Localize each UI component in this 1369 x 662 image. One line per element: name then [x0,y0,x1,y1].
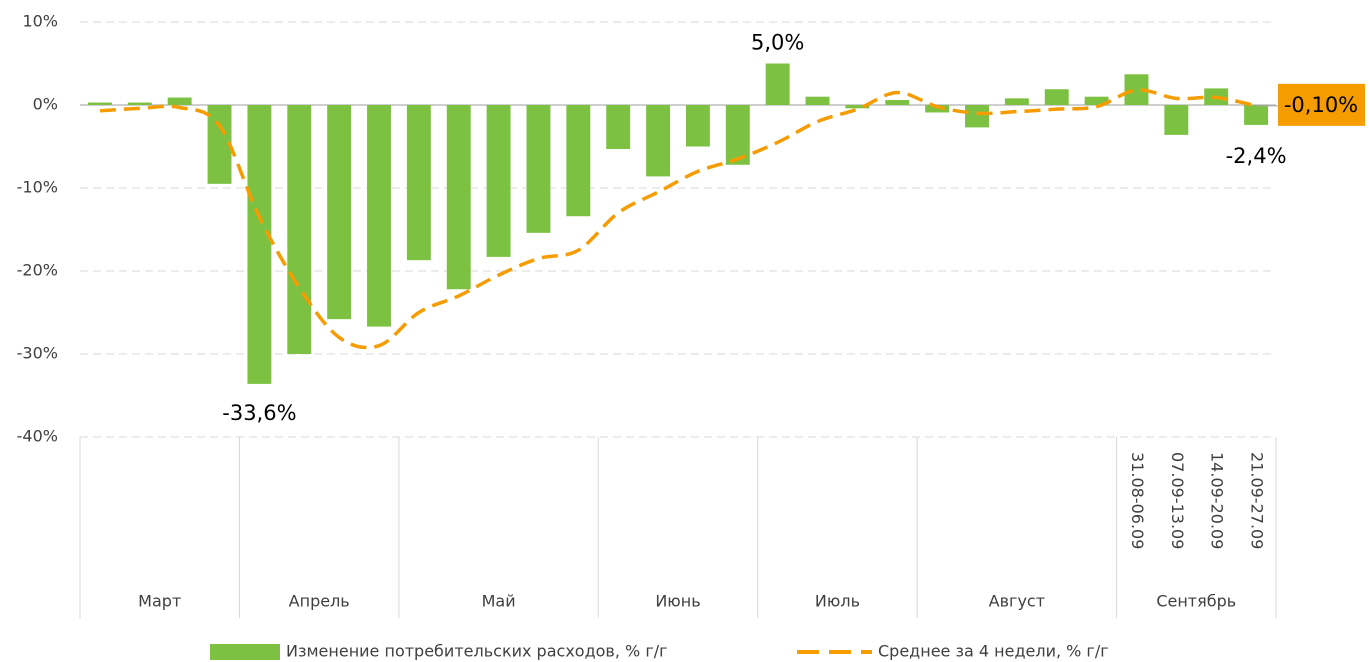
line [99,88,1257,350]
legend-label: Изменение потребительских расходов, % г/… [286,642,668,661]
x-tick-label: 14.09-20.09 [1208,452,1227,549]
group-label: Сентябрь [1156,592,1236,611]
bar [725,105,750,165]
bar [207,105,232,184]
data-label: -33,6% [222,401,296,425]
bar [765,63,790,105]
bar [367,105,391,327]
bar [167,97,192,105]
legend-label: Среднее за 4 недели, % г/г [878,642,1109,661]
y-tick-label: 0% [33,95,58,114]
bar [406,105,431,261]
group-label: Июль [815,592,860,611]
bar [87,102,112,105]
group-label: Май [482,592,516,611]
y-tick-label: -20% [17,261,58,280]
group-label: Июнь [655,592,700,611]
x-tick-label: 31.08-06.09 [1128,452,1147,549]
group-label: Август [989,592,1045,611]
bar [526,105,551,233]
bar [446,105,471,290]
bar [127,102,152,105]
x-tick-label: 07.09-13.09 [1168,452,1187,549]
y-tick-label: -10% [17,178,58,197]
group-label: Апрель [289,592,350,611]
bar [845,105,870,109]
bar [1084,96,1109,105]
data-label: 5,0% [751,31,804,55]
bar [1164,105,1189,135]
bar [566,105,591,217]
bar [965,105,989,128]
data-label: -2,4% [1226,144,1287,168]
bar [1004,98,1029,105]
group-label: Март [138,592,181,611]
bar [287,105,312,354]
bar [247,105,272,384]
bar [805,96,830,105]
bar [1044,89,1069,105]
y-tick-label: 10% [22,12,58,31]
bar [1244,105,1269,125]
bar [925,105,950,113]
legend-swatch [210,644,280,660]
label-box [1278,83,1365,126]
bar [885,100,910,105]
bar [486,105,511,257]
bar [685,105,710,147]
bar [646,105,671,177]
data-label: -0,10% [1284,93,1358,117]
y-tick-label: -40% [17,427,58,446]
bar [1124,74,1149,105]
x-tick-label: 21.09-27.09 [1248,452,1267,549]
y-tick-label: -30% [17,344,58,363]
bar [327,105,352,320]
bar [606,105,631,149]
